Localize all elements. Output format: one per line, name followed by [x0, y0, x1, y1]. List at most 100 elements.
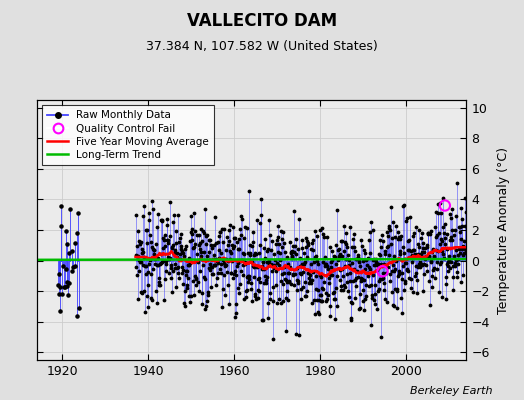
- Point: [309, 269, 318, 275]
- Point: [302, 292, 311, 299]
- Point: [395, 271, 403, 277]
- Point: [63, 292, 72, 298]
- Point: [453, 269, 461, 275]
- Point: [258, 262, 266, 269]
- Point: [390, 253, 399, 260]
- Point: [192, 275, 200, 282]
- Point: [389, 268, 398, 274]
- Point: [351, 294, 359, 301]
- Point: [250, 290, 259, 297]
- Point: [253, 264, 261, 270]
- Point: [231, 235, 239, 242]
- Point: [157, 218, 166, 224]
- Point: [395, 234, 403, 240]
- Point: [253, 217, 261, 223]
- Point: [188, 231, 196, 238]
- Point: [408, 288, 417, 295]
- Point: [322, 298, 331, 304]
- Point: [163, 216, 171, 222]
- Point: [235, 236, 243, 242]
- Point: [218, 226, 226, 232]
- Point: [260, 245, 269, 252]
- Point: [206, 267, 214, 274]
- Point: [439, 251, 447, 257]
- Point: [357, 243, 366, 250]
- Point: [406, 214, 414, 220]
- Point: [179, 267, 187, 274]
- Point: [432, 208, 440, 215]
- Point: [278, 271, 286, 277]
- Point: [314, 309, 323, 316]
- Point: [384, 264, 392, 270]
- Point: [62, 241, 71, 248]
- Point: [442, 231, 451, 237]
- Point: [356, 305, 365, 311]
- Point: [245, 272, 253, 279]
- Point: [260, 236, 269, 242]
- Point: [154, 255, 162, 262]
- Point: [199, 249, 208, 256]
- Point: [231, 268, 239, 274]
- Point: [297, 286, 305, 292]
- Point: [360, 277, 368, 284]
- Point: [368, 294, 376, 301]
- Point: [149, 266, 157, 272]
- Point: [339, 266, 347, 272]
- Point: [321, 260, 330, 267]
- Point: [385, 252, 393, 258]
- Point: [285, 278, 293, 285]
- Point: [299, 269, 308, 276]
- Point: [428, 249, 436, 255]
- Point: [263, 248, 271, 254]
- Point: [167, 275, 176, 281]
- Point: [344, 252, 352, 258]
- Point: [242, 288, 250, 294]
- Point: [367, 219, 375, 226]
- Point: [277, 278, 286, 284]
- Point: [224, 242, 233, 248]
- Point: [265, 258, 273, 264]
- Point: [157, 260, 165, 266]
- Point: [65, 280, 73, 287]
- Text: Berkeley Earth: Berkeley Earth: [410, 386, 493, 396]
- Point: [264, 300, 272, 306]
- Point: [401, 280, 409, 286]
- Point: [342, 230, 350, 236]
- Point: [280, 270, 289, 276]
- Point: [348, 300, 356, 306]
- Point: [359, 287, 367, 293]
- Point: [456, 249, 464, 256]
- Point: [139, 249, 147, 256]
- Point: [454, 252, 462, 258]
- Point: [63, 283, 72, 290]
- Point: [237, 268, 245, 274]
- Point: [56, 308, 64, 314]
- Point: [301, 259, 309, 265]
- Point: [173, 270, 182, 276]
- Point: [338, 238, 346, 244]
- Point: [57, 203, 65, 210]
- Point: [196, 248, 205, 255]
- Point: [197, 253, 205, 259]
- Point: [431, 247, 440, 254]
- Point: [353, 256, 361, 263]
- Point: [310, 296, 318, 303]
- Point: [362, 256, 370, 263]
- Point: [219, 239, 227, 246]
- Point: [187, 293, 195, 300]
- Point: [221, 262, 229, 268]
- Point: [327, 272, 335, 278]
- Point: [200, 276, 209, 282]
- Point: [366, 265, 374, 272]
- Point: [431, 275, 440, 281]
- Point: [155, 279, 163, 285]
- Point: [155, 275, 163, 281]
- Point: [300, 279, 309, 285]
- Point: [293, 286, 301, 293]
- Point: [375, 286, 384, 293]
- Point: [365, 264, 374, 270]
- Point: [205, 237, 213, 243]
- Point: [361, 266, 369, 272]
- Point: [139, 262, 148, 269]
- Point: [148, 244, 156, 250]
